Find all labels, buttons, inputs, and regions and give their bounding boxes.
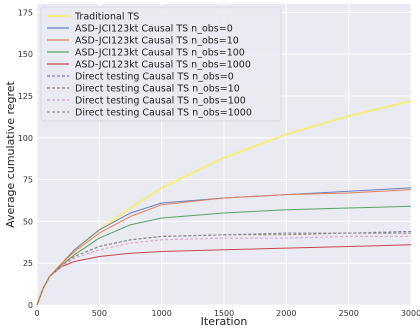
y-tick-label: 125 [18,92,33,101]
legend-label: ASD-JCI123kt Causal TS n_obs=100 [75,48,245,59]
x-tick-label: 1500 [214,309,234,318]
y-tick-label: 150 [18,50,33,59]
x-axis-label: Iteration [201,315,248,328]
legend-label: ASD-JCI123kt Causal TS n_obs=10 [75,36,239,47]
series-lines [35,99,412,306]
y-tick-label: 75 [23,176,33,185]
legend-label: Traditional TS [74,12,139,23]
y-tick-label: 100 [18,134,33,143]
x-tick-label: 1000 [151,309,171,318]
x-tick-label: 0 [34,309,39,318]
tick-labels: 0 500 1000 1500 2000 2500 3000 0 25 50 75 100 125 150… [18,8,420,318]
series-line [36,232,411,306]
legend-label: ASD-JCI123kt Causal TS n_obs=1000 [75,60,251,71]
series-line [36,244,412,306]
legend-box [40,6,282,122]
x-tick-label: 2000 [276,309,296,318]
legend-label: ASD-JCI123kt Causal TS n_obs=0 [75,24,233,35]
y-tick-label: 50 [23,217,33,226]
legend-label: Direct testing Causal TS n_obs=10 [75,84,240,95]
x-tick-label: 500 [92,309,107,318]
y-tick-label: 175 [18,8,33,17]
x-tick-label: 2500 [338,309,358,318]
x-tick-label: 3000 [401,309,420,318]
legend-label: Direct testing Causal TS n_obs=1000 [75,108,252,119]
y-tick-label: 25 [23,259,33,268]
legend-label: Direct testing Causal TS n_obs=0 [75,72,234,83]
series-line [36,235,411,306]
y-axis-label: Average cumulative regret [4,80,17,227]
legend-label: Direct testing Causal TS n_obs=100 [75,96,246,107]
y-tick-label: 0 [28,301,33,310]
